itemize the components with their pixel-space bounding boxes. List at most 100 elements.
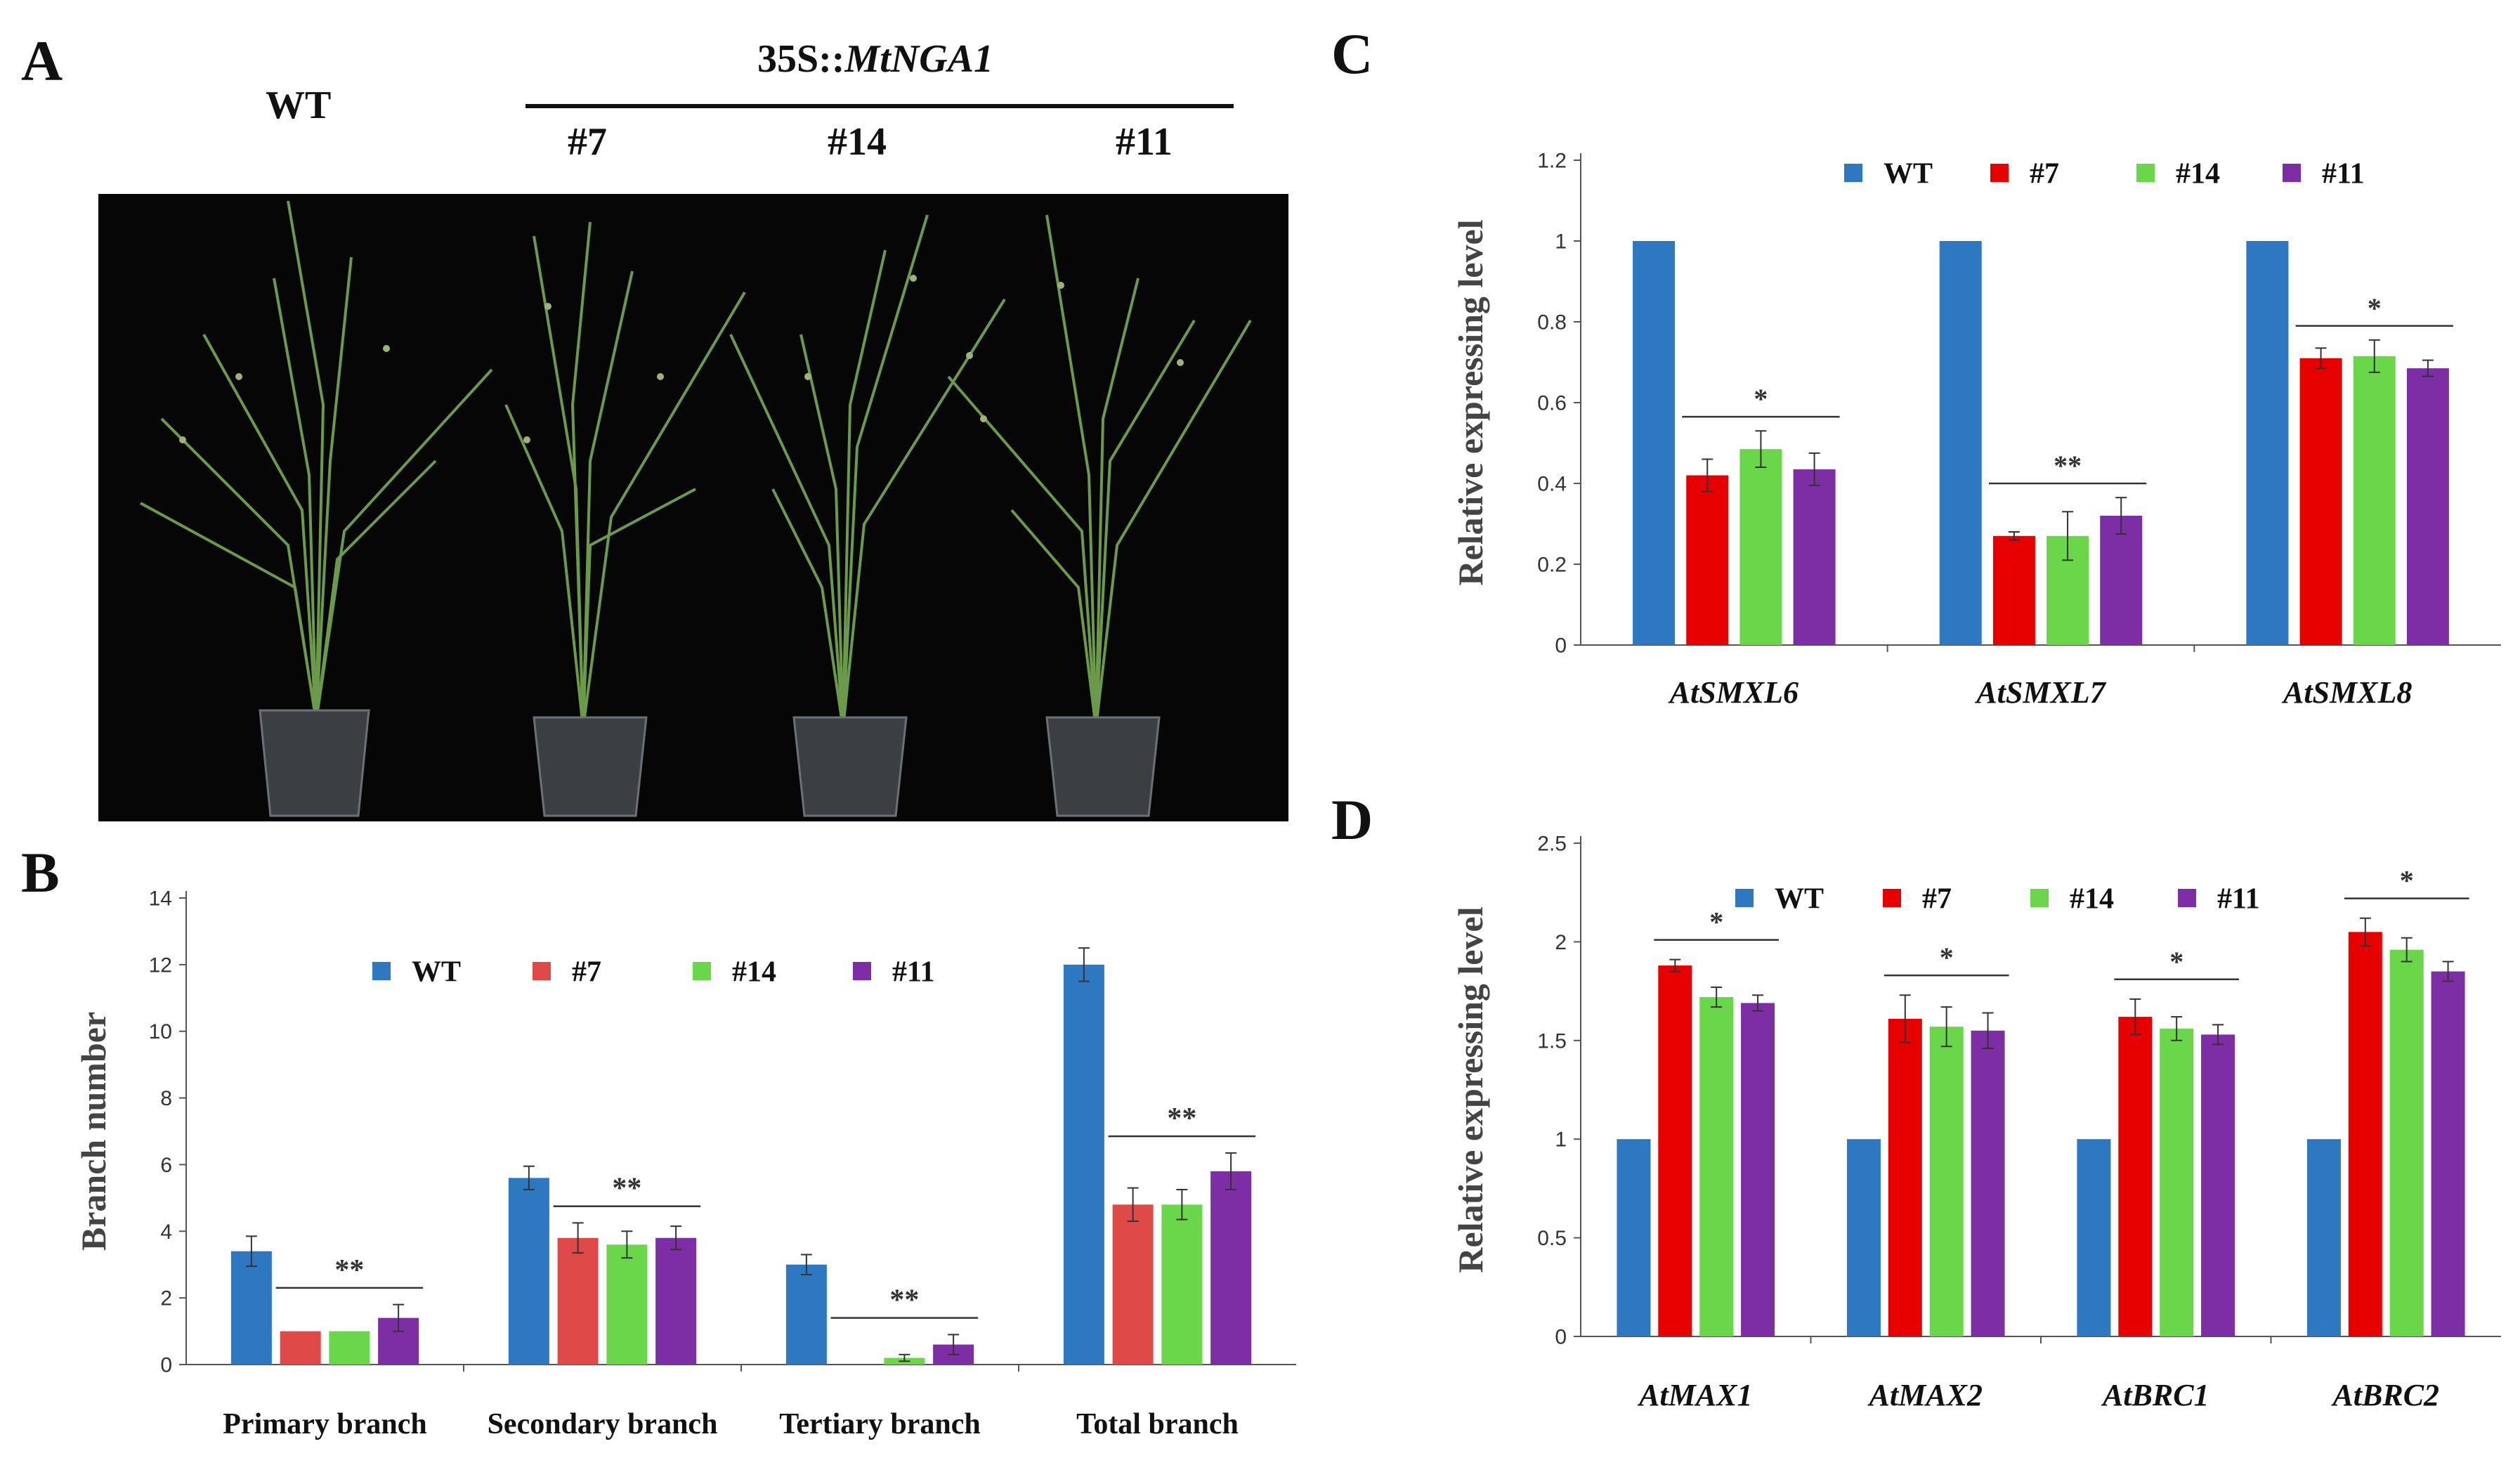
- y-tick-label: 1: [1555, 230, 1567, 254]
- y-tick-label: 0: [1555, 1326, 1567, 1349]
- legend-swatch-1: [1883, 889, 1901, 907]
- legend-label-1: #7: [2030, 158, 2059, 190]
- panel-b-letter: B: [21, 840, 60, 904]
- significance-stars: *: [1754, 383, 1768, 415]
- bar-C-1-0: [1686, 475, 1729, 645]
- wt-header: WT: [266, 84, 332, 127]
- plant-14: [729, 214, 1006, 729]
- panel-a-letter: A: [21, 29, 63, 93]
- bar-C-3-2: [2406, 368, 2449, 645]
- significance-stars: **: [1167, 1102, 1196, 1135]
- y-tick-label: 1.2: [1537, 150, 1567, 173]
- bar-B-1-1: [557, 1237, 599, 1365]
- bar-B-1-0: [280, 1331, 321, 1365]
- bar-C-1-2: [2299, 358, 2342, 645]
- panel-d-letter: D: [1331, 788, 1373, 852]
- bar-C-0-0: [1633, 241, 1676, 645]
- bar-D-3-1: [1971, 1030, 2005, 1336]
- legend-label-3: #11: [892, 956, 935, 989]
- y-tick-label: 12: [149, 953, 172, 977]
- significance-stars: **: [2054, 450, 2082, 481]
- bar-D-2-3: [2389, 949, 2424, 1336]
- legend-label-2: #14: [2176, 158, 2220, 190]
- significance-stars: **: [334, 1254, 364, 1287]
- panel-c-letter: C: [1331, 22, 1373, 86]
- significance-stars: **: [889, 1284, 919, 1317]
- legend-label-2: #14: [2070, 883, 2114, 916]
- bar-D-0-0: [1617, 1139, 1651, 1336]
- y-axis-label: Branch number: [74, 1012, 113, 1251]
- legend-label-3: #11: [2322, 158, 2365, 190]
- y-tick-label: 14: [149, 887, 172, 911]
- category-label: Secondary branch: [488, 1408, 718, 1440]
- bar-D-1-3: [2348, 932, 2382, 1336]
- plant-photo: [98, 194, 1288, 821]
- legend-label-1: #7: [572, 956, 601, 989]
- bar-B-2-0: [329, 1331, 370, 1365]
- bar-D-1-2: [2118, 1017, 2153, 1336]
- construct-prefix: 35S::: [757, 37, 845, 81]
- category-label: Total branch: [1076, 1408, 1239, 1440]
- category-label: AtSMXL8: [2281, 675, 2412, 710]
- bar-C-0-2: [2246, 241, 2289, 645]
- bar-B-0-1: [508, 1178, 549, 1365]
- y-tick-label: 0.6: [1537, 392, 1567, 415]
- significance-stars: *: [1709, 906, 1723, 938]
- category-label: AtMAX2: [1867, 1378, 1983, 1412]
- y-tick-label: 2.5: [1537, 833, 1567, 856]
- plant-11: [947, 214, 1252, 729]
- bar-D-3-2: [2201, 1034, 2235, 1336]
- legend-swatch-0: [1735, 889, 1754, 907]
- chart-c-smxl-expression: 0 0.2 0.4 0.6 0.8 1 1.2 Relative expressing lev…: [1451, 150, 2501, 710]
- bar-B-2-3: [1161, 1204, 1203, 1365]
- bar-D-1-1: [1888, 1018, 1922, 1336]
- legend-swatch-1: [533, 962, 551, 980]
- significance-stars: **: [612, 1173, 641, 1205]
- legend-swatch-2: [2030, 889, 2049, 907]
- legend-label-0: WT: [1884, 158, 1933, 190]
- bar-D-0-1: [1846, 1139, 1881, 1336]
- y-tick-label: 0.4: [1537, 473, 1567, 496]
- bar-C-2-0: [1739, 449, 1782, 645]
- legend-swatch-0: [1844, 164, 1862, 182]
- legend-label-0: WT: [1775, 883, 1824, 916]
- plant-wt: [140, 200, 493, 722]
- significance-stars: *: [2368, 292, 2382, 324]
- legend-label-0: WT: [412, 956, 461, 989]
- legend-swatch-3: [2283, 164, 2301, 182]
- bar-D-3-3: [2431, 971, 2465, 1336]
- bar-D-0-2: [2077, 1139, 2111, 1336]
- legend-swatch-2: [693, 962, 711, 980]
- chart-b-branch-number: 0 2 4 6 8 10 12 14 Branch number ** Primary branch…: [74, 887, 1296, 1440]
- bar-D-2-1: [1929, 1027, 1964, 1336]
- legend-label-3: #11: [2217, 883, 2260, 916]
- plant-7: [504, 221, 746, 729]
- legend-swatch-0: [372, 962, 391, 980]
- category-label: AtBRC2: [2330, 1378, 2439, 1412]
- bar-B-2-1: [606, 1244, 648, 1365]
- legend-swatch-2: [2136, 164, 2155, 182]
- category-label: AtSMXL7: [1974, 675, 2106, 710]
- bar-C-3-0: [1793, 469, 1836, 645]
- legend-label-1: #7: [1922, 883, 1952, 916]
- bar-D-2-0: [1699, 997, 1734, 1336]
- legend-swatch-3: [2178, 889, 2196, 907]
- bar-B-1-3: [1112, 1204, 1154, 1365]
- y-tick-label: 2: [160, 1287, 172, 1310]
- construct-bracket-line: [525, 104, 1234, 108]
- legend-swatch-1: [1990, 164, 2009, 182]
- y-tick-label: 0: [1555, 634, 1567, 658]
- legend-label-2: #14: [732, 956, 776, 989]
- category-label: AtBRC1: [2101, 1378, 2209, 1412]
- y-tick-label: 1: [1555, 1128, 1567, 1152]
- line-label-7: #7: [568, 120, 607, 164]
- bar-C-2-2: [2353, 356, 2396, 645]
- y-tick-label: 1.5: [1537, 1029, 1567, 1053]
- line-label-11: #11: [1116, 120, 1173, 164]
- bar-C-1-1: [1992, 535, 2035, 645]
- y-tick-label: 0.8: [1537, 311, 1567, 334]
- y-tick-label: 10: [149, 1020, 172, 1043]
- category-label: Tertiary branch: [779, 1408, 981, 1440]
- category-label: Primary branch: [223, 1408, 426, 1440]
